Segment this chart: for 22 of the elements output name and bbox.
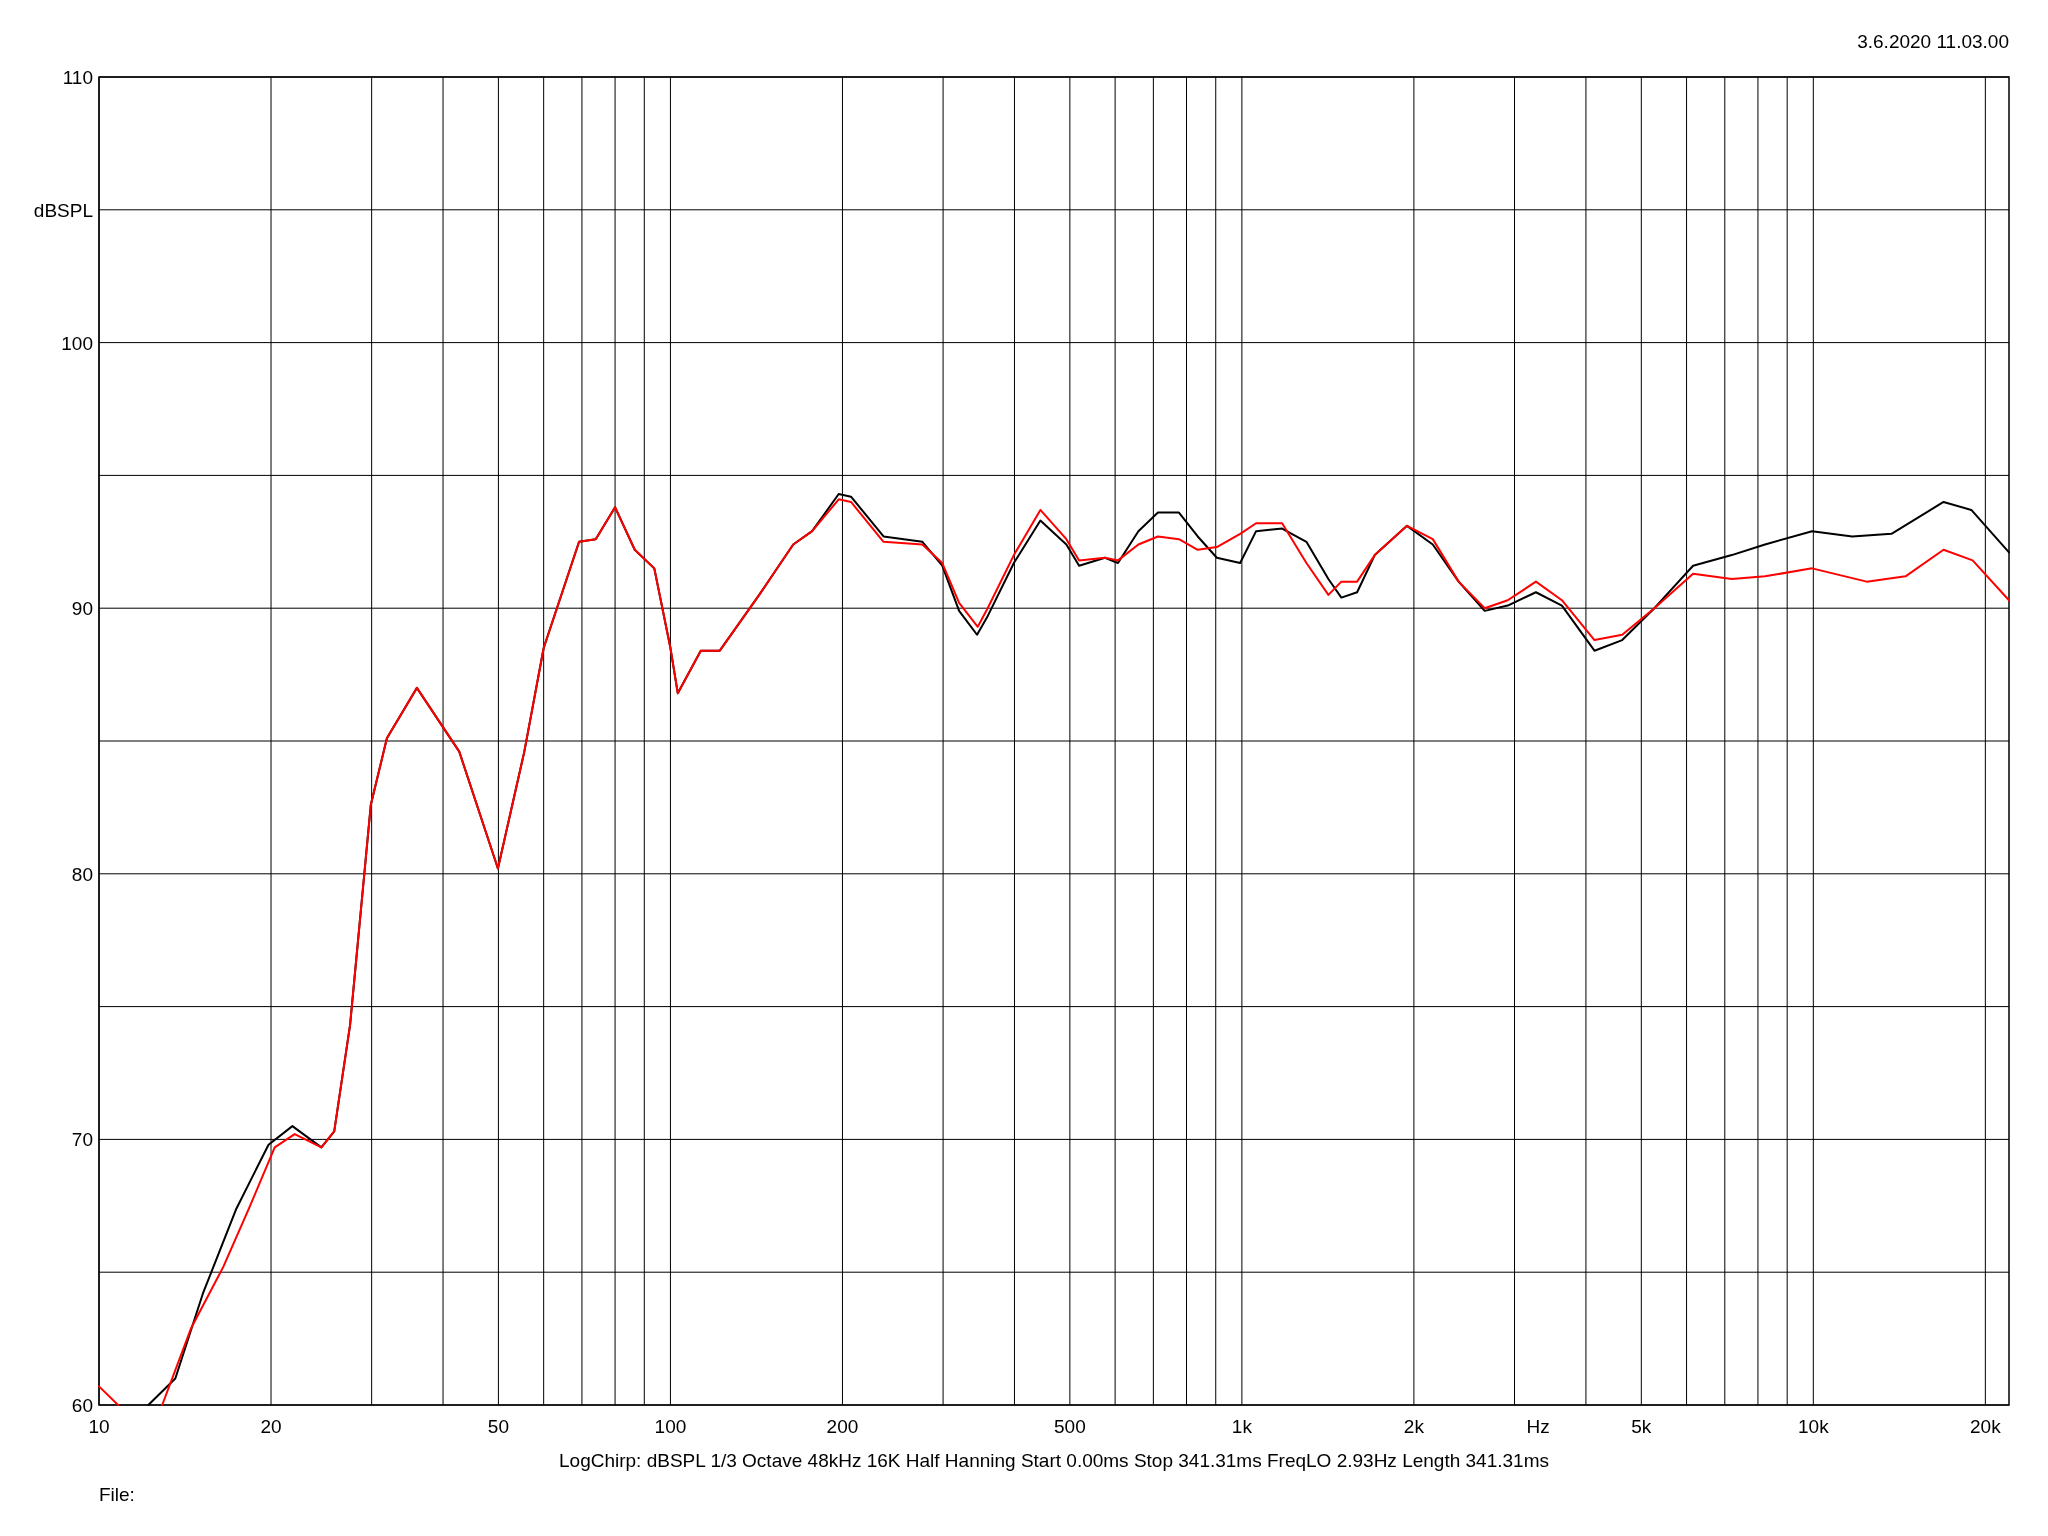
x-tick-label: 20 <box>260 1416 282 1437</box>
x-tick-label: 100 <box>654 1416 687 1437</box>
x-tick-label: 1k <box>1231 1416 1253 1437</box>
y-tick-label: 100 <box>61 332 93 354</box>
y-tick-label: 80 <box>71 863 93 885</box>
text: 3.6.2020 11.03.00 <box>1857 31 2009 52</box>
text: LogChirp: dBSPL 1/3 Octave 48kHz 16K Half Hanning Start 0.00ms Stop 341.31ms FreqLO 2.93Hz Length 341.31ms <box>559 1450 1549 1471</box>
x-tick-label: 20k <box>1970 1416 2002 1437</box>
x-tick-label: 10 <box>88 1416 110 1437</box>
y-tick-label: 70 <box>71 1129 93 1151</box>
text: File: <box>99 1484 135 1505</box>
x-tick-label: 10k <box>1798 1416 1830 1437</box>
x-tick-label: 500 <box>1054 1416 1086 1437</box>
y-tick-label: 90 <box>71 598 93 620</box>
y-tick-label: 60 <box>71 1395 93 1416</box>
y-axis-title: dBSPL <box>33 199 93 221</box>
x-tick-label: 50 <box>487 1416 509 1437</box>
x-tick-label: 200 <box>826 1416 859 1437</box>
x-tick-label: 2k <box>1403 1416 1425 1437</box>
x-axis-title: Hz <box>1526 1416 1550 1437</box>
y-tick-label: 110 <box>62 67 93 88</box>
x-tick-label: 5k <box>1631 1416 1652 1437</box>
